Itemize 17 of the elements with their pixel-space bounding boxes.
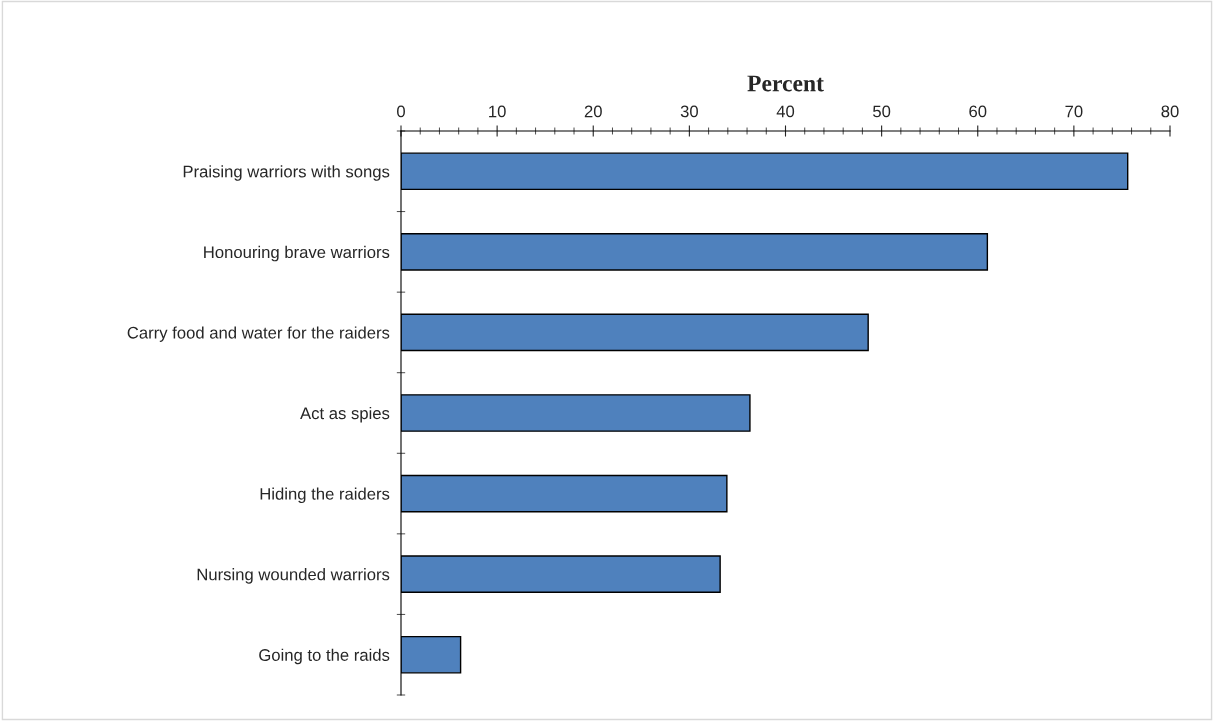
x-axis-title: Percent xyxy=(747,75,824,92)
x-tick-label: 70 xyxy=(1065,105,1083,118)
y-tick-label: Act as spies xyxy=(300,406,390,423)
x-tick-label: 50 xyxy=(873,105,891,118)
x-tick-label: 30 xyxy=(680,105,698,118)
y-tick-label: Praising warriors with songs xyxy=(183,165,390,181)
y-tick-label: Carry food and water for the raiders xyxy=(127,326,390,342)
y-tick-label: Nursing wounded warriors xyxy=(197,568,390,584)
x-tick-label: 10 xyxy=(489,105,506,118)
y-tick-label: Honouring brave warriors xyxy=(204,245,390,262)
x-tick-label: 20 xyxy=(584,105,602,118)
y-tick-label: Hiding the raiders xyxy=(260,487,390,504)
x-tick-label: 80 xyxy=(1161,105,1179,118)
x-tick-label: 40 xyxy=(776,105,795,118)
x-tick-label: 0 xyxy=(397,105,405,118)
y-tick-label: Going to the raids xyxy=(259,648,390,665)
x-tick-label: 60 xyxy=(969,105,987,118)
